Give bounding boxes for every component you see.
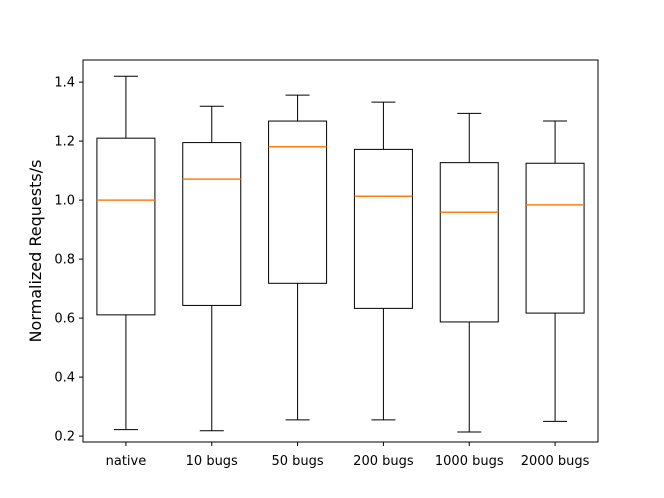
y-tick-label: 0.4 [54,371,75,386]
axes-frame [82,59,599,443]
y-tick-label: 1.2 [54,135,75,150]
box-iqr [353,148,413,309]
box-iqr [96,137,156,316]
x-tick-label: 1000 bugs [435,454,504,469]
y-tick-label: 1.4 [54,76,75,91]
x-tick-label: 10 bugs [186,454,238,469]
x-tick-label: native [106,454,147,469]
box-iqr [525,162,585,314]
y-axis-label: Normalized Requests/s [26,160,45,343]
y-tick-label: 1.0 [54,194,75,209]
box-iqr [268,120,328,284]
box-iqr [182,142,242,306]
box-iqr [439,162,499,323]
x-tick-label: 2000 bugs [521,454,590,469]
x-tick-label: 50 bugs [271,454,323,469]
y-tick-label: 0.6 [54,312,75,327]
y-tick-label: 0.2 [54,430,75,445]
x-tick-label: 200 bugs [353,454,414,469]
y-tick-label: 0.8 [54,253,75,268]
plot-area: 0.2 0.4 0.6 0.8 1.0 1.2 1.4 native 10 bugs 50 bug… [54,76,589,469]
